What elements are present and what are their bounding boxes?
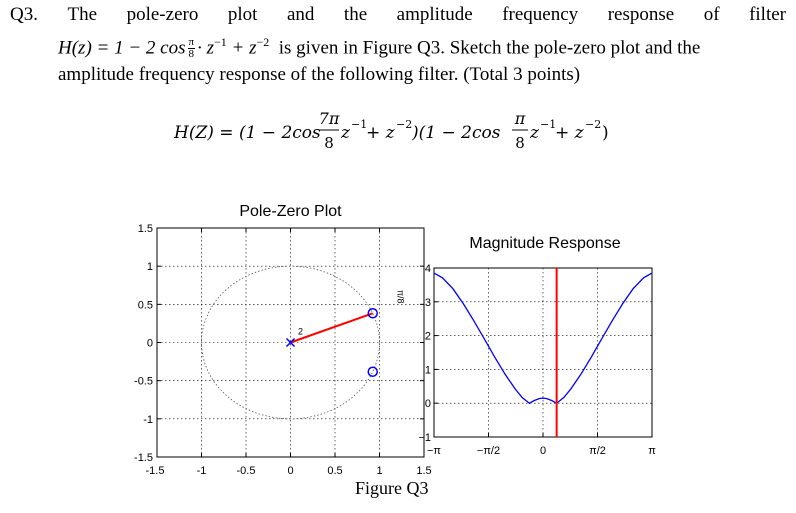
unit-circle — [201, 265, 380, 420]
formula-exp4: −2 — [585, 118, 601, 131]
pole-marker — [285, 337, 296, 348]
mr-xtick-label: −π/2 — [477, 445, 500, 457]
pz-ytick-label: -1.5 — [134, 452, 153, 464]
formula-z1: z — [340, 123, 351, 143]
formula-lhs: H(Z) = (1 − 2cos — [174, 123, 321, 143]
pz-xtick-label: -1 — [197, 465, 207, 477]
formula-exp3: −1 — [540, 118, 556, 131]
question-word: the — [343, 4, 368, 25]
frac2-den: 8 — [515, 134, 525, 152]
pz-xtick-label: -0.5 — [237, 465, 256, 477]
figure-caption: Figure Q3 — [355, 478, 429, 498]
question-word: and — [286, 4, 315, 25]
transfer-function-inline: H(z) = 1 − 2 cos — [58, 37, 186, 59]
pz-ytick-label: -0.5 — [134, 376, 153, 388]
frac1-num: 7π — [319, 109, 340, 128]
figure-q3: Pole-Zero Plot -1.5 -1 -0.5 0 0.5 1 1.5 1.5 1 0.5 0… — [134, 203, 656, 477]
frac1-den: 8 — [324, 134, 334, 152]
mr-xtick-label: −π — [427, 445, 441, 457]
question-line-1: Q3. The pole-zero plot and the amplitude freque… — [10, 4, 786, 26]
filter-formula: H(Z) = (1 − 2cos 7π 8 z −1 + z −2 )(1 − … — [174, 109, 609, 152]
question-word: The — [67, 4, 98, 25]
question-line-2-text: is given in Figure Q3. Sketch the pole-z… — [278, 37, 701, 59]
pz-xtick-label: 0 — [287, 465, 293, 477]
mr-xtick-label: π — [648, 445, 656, 457]
mr-ytick-label: 2 — [425, 331, 431, 343]
pz-ytick-label: 1 — [147, 261, 153, 273]
pz-ytick-label: 1.5 — [138, 223, 153, 235]
zero-marker — [367, 308, 378, 319]
mr-ytick-label: 4 — [425, 263, 431, 275]
question-word: frequency — [502, 4, 579, 25]
mr-ytick-label: 0 — [425, 398, 431, 410]
frac2-num: π — [514, 109, 526, 128]
pz-ytick-label: -1 — [143, 414, 153, 426]
pz-xtick-label: 0.5 — [327, 465, 342, 477]
question-word: pole-zero — [126, 4, 199, 25]
formula-z4: + z — [555, 123, 585, 143]
mr-xtick-label: π/2 — [589, 445, 606, 457]
question-number: Q3. — [10, 4, 38, 25]
question-word: response — [607, 4, 675, 25]
pz-xtick-label: 1 — [376, 465, 382, 477]
mr-xtick-label: 0 — [540, 445, 546, 457]
angle-label: π/8 — [395, 290, 405, 304]
pz-ytick-label: 0.5 — [138, 299, 153, 311]
question-line-2: H(z) = 1 − 2 cos π 8 · z−1 + z−2 is given i… — [58, 35, 701, 61]
mr-ytick-label: 3 — [425, 297, 431, 309]
question-word: of — [703, 4, 720, 25]
formula-exp1: −1 — [351, 118, 367, 131]
formula-end: ) — [602, 123, 609, 143]
pz-title: Pole-Zero Plot — [239, 203, 342, 220]
question-word: plot — [227, 4, 258, 25]
question-line-3: amplitude frequency response of the foll… — [58, 64, 581, 85]
mr-title: Magnitude Response — [469, 235, 620, 252]
pz-xtick-label: -1.5 — [146, 465, 165, 477]
formula-mid: )(1 − 2cos — [411, 123, 501, 143]
mr-ytick-label: −1 — [418, 432, 431, 444]
formula-z3: z — [529, 123, 540, 143]
zero-marker — [367, 366, 378, 377]
mr-ytick-label: 1 — [425, 364, 431, 376]
pz-ytick-label: 0 — [147, 338, 153, 350]
angle-vector — [290, 312, 374, 344]
pole-multiplicity-label: 2 — [298, 327, 303, 337]
pz-xtick-label: 1.5 — [416, 465, 431, 477]
question-word: amplitude — [396, 4, 473, 25]
formula-z2: + z — [366, 123, 396, 143]
question-word: filter — [749, 4, 786, 25]
formula-exp2: −2 — [396, 118, 412, 131]
magnitude-curve — [433, 272, 653, 404]
